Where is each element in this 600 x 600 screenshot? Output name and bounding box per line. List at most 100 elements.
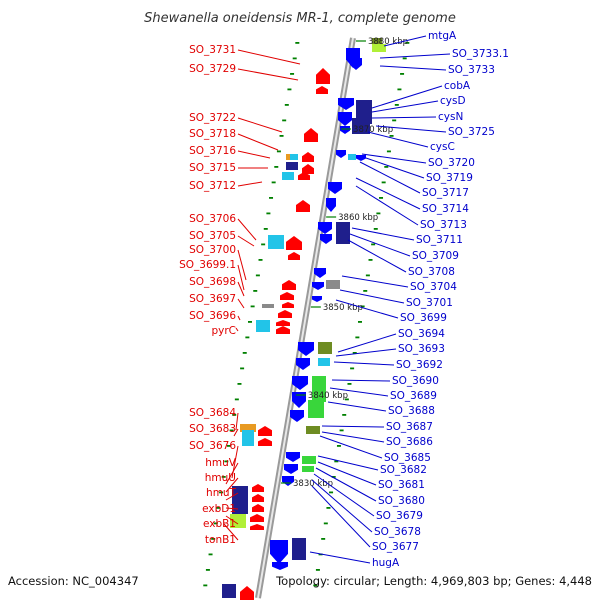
gene-label-right: SO_3714: [422, 203, 469, 215]
gene-arrow-minus: [258, 426, 272, 436]
leader-line: [375, 125, 447, 133]
leader-line: [371, 85, 443, 109]
gene-arrow-minus: [280, 292, 294, 300]
gene-label-right: SO_3733.1: [452, 48, 509, 60]
gene-arrow-plus: [270, 540, 288, 564]
gene-label-right: SO_3699: [400, 312, 447, 324]
gene-label-right: SO_3688: [388, 405, 435, 417]
gene-block: [318, 358, 330, 366]
leader-line: [233, 428, 239, 437]
leader-line: [321, 425, 385, 428]
gene-arrow-minus: [250, 514, 264, 522]
leader-line: [365, 157, 425, 179]
gene-label-right: SO_3682: [380, 464, 427, 476]
leader-line: [337, 333, 397, 353]
tick-mark: [344, 398, 349, 401]
left-gene-labels: SO_3731 SO_3729 SO_3722 SO_3718 SO_3716 SO_37…: [179, 44, 301, 546]
gene-arrow-minus: [276, 326, 290, 334]
genome-axis-highlight: [257, 37, 354, 599]
tick-mark: [219, 491, 224, 494]
tick-mark: [245, 336, 250, 339]
gene-label-left: SO_3683: [189, 423, 236, 435]
gene-label-left: SO_3729: [189, 63, 236, 75]
tick-mark: [394, 104, 399, 106]
gene-block: [308, 400, 324, 418]
tick-mark: [400, 73, 405, 75]
tick-mark: [363, 290, 368, 292]
leader-line: [311, 479, 373, 533]
gene-arrow-plus: [312, 296, 322, 302]
tick-mark: [237, 383, 242, 385]
tick-mark: [211, 538, 216, 540]
gene-arrow-minus: [282, 280, 296, 290]
leader-line: [321, 431, 385, 443]
kbp-label: 3850 kbp: [323, 303, 363, 313]
gene-arrow-minus: [252, 504, 264, 512]
position-labels: 3880 kbp 3870 kbp 3860 kbp 3850 kbp 3840 kbp…: [281, 37, 408, 489]
leader-line: [339, 289, 405, 304]
tick-mark: [365, 274, 370, 277]
gene-block: [290, 154, 298, 160]
leader-line: [333, 361, 395, 366]
gene-arrow-minus: [302, 164, 314, 174]
tick-mark: [326, 507, 331, 509]
gene-label-right: SO_3733: [448, 64, 495, 76]
gene-label-right: SO_3720: [428, 157, 475, 169]
gene-block: [318, 342, 332, 354]
tick-mark: [282, 119, 287, 122]
gene-label-right: SO_3677: [372, 541, 419, 553]
tick-marks: [203, 42, 410, 587]
gene-label-left: SO_3697: [189, 293, 236, 305]
gene-arrow-plus: [338, 98, 354, 110]
gene-arrow-plus: [284, 464, 298, 474]
tick-mark: [242, 352, 247, 354]
gene-label-right: SO_3704: [410, 281, 457, 293]
gene-block: [232, 486, 248, 514]
tick-mark: [355, 336, 360, 339]
tick-mark: [261, 243, 266, 246]
leader-line: [335, 348, 397, 357]
tick-mark: [313, 584, 318, 587]
tick-mark: [334, 460, 339, 463]
gene-block: [230, 514, 246, 528]
gene-arrow-minus: [240, 586, 254, 600]
tick-mark: [373, 228, 378, 230]
tick-mark: [368, 259, 373, 261]
tick-mark: [213, 522, 218, 525]
gene-arrow-plus: [328, 182, 342, 194]
gene-arrow-plus: [350, 58, 362, 70]
gene-label-right: SO_3693: [398, 343, 445, 355]
gene-label-left: SO_3698: [189, 276, 236, 288]
tick-mark: [386, 150, 391, 153]
leader-line: [223, 523, 239, 541]
tick-mark: [271, 181, 276, 184]
gene-label-right: SO_3686: [386, 436, 433, 448]
gene-label-left: hmuV: [205, 457, 237, 469]
tick-mark: [226, 445, 231, 447]
tick-mark: [263, 228, 268, 230]
tick-mark: [208, 553, 213, 556]
leader-line: [355, 177, 421, 210]
gene-label-left: SO_3684: [189, 407, 236, 419]
tick-mark: [376, 212, 381, 215]
leader-line: [351, 227, 415, 241]
leader-line: [371, 100, 439, 113]
tick-mark: [397, 88, 402, 91]
leader-line: [331, 379, 391, 382]
tick-mark: [381, 181, 386, 184]
leader-line: [225, 492, 239, 501]
gene-arrow-plus: [298, 342, 314, 356]
tick-mark: [269, 197, 274, 199]
gene-label-right: cysD: [440, 95, 466, 107]
leader-line: [225, 515, 239, 525]
gene-arrow-plus: [336, 150, 346, 158]
gene-arrow-plus: [340, 126, 350, 134]
leader-line: [237, 181, 263, 187]
gene-label-left: SO_3712: [189, 180, 236, 192]
gene-arrow-minus: [288, 252, 300, 260]
gene-label-right: SO_3678: [374, 526, 421, 538]
gene-arrow-minus: [252, 494, 264, 502]
tick-mark: [276, 150, 281, 153]
gene-block: [242, 430, 254, 446]
gene-label-right: cysC: [430, 141, 455, 153]
